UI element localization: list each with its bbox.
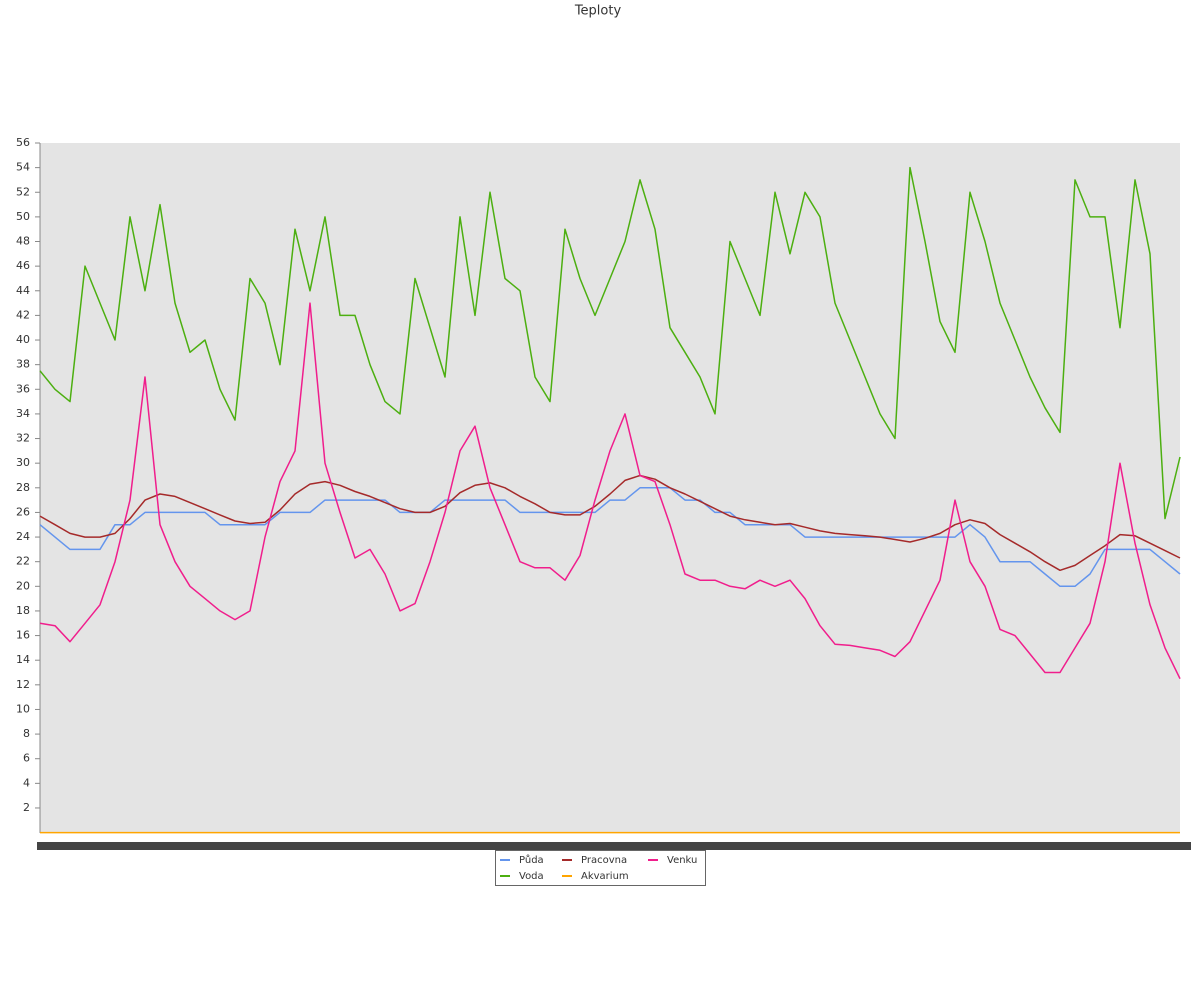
y-tick-label: 30 <box>16 456 30 469</box>
y-tick-label: 12 <box>16 678 30 691</box>
x-axis-labels <box>37 842 1191 850</box>
y-tick-label: 22 <box>16 555 30 568</box>
y-tick-label: 44 <box>16 284 30 297</box>
y-tick-label: 56 <box>16 136 30 149</box>
y-tick-label: 8 <box>23 727 30 740</box>
y-tick-label: 16 <box>16 629 30 642</box>
y-tick-label: 32 <box>16 432 30 445</box>
y-tick-label: 46 <box>16 259 30 272</box>
y-tick-label: 20 <box>16 579 30 592</box>
y-tick-label: 54 <box>16 161 30 174</box>
y-tick-label: 40 <box>16 333 30 346</box>
series-line <box>39 302 1181 680</box>
y-tick-label: 42 <box>16 308 30 321</box>
y-tick-label: 28 <box>16 481 30 494</box>
y-tick-label: 4 <box>23 776 30 789</box>
chart-title: Teploty <box>574 4 622 19</box>
plot-area <box>40 143 1180 833</box>
y-tick-label: 10 <box>16 702 30 715</box>
legend-label: Voda <box>519 871 544 882</box>
y-tick-label: 2 <box>23 801 30 814</box>
series-line <box>39 474 1181 572</box>
series-line <box>39 487 1181 588</box>
legend-label: Půda <box>519 854 544 866</box>
y-tick-label: 18 <box>16 604 30 617</box>
legend-label: Pracovna <box>581 855 627 866</box>
legend <box>495 850 706 886</box>
series-line <box>39 166 1181 520</box>
y-tick-label: 36 <box>16 382 30 395</box>
legend-label: Venku <box>667 855 697 866</box>
y-tick-label: 34 <box>16 407 30 420</box>
y-tick-label: 24 <box>16 530 30 543</box>
y-tick-label: 6 <box>23 752 30 765</box>
y-tick-label: 52 <box>16 185 30 198</box>
y-tick-label: 50 <box>16 210 30 223</box>
y-tick-label: 38 <box>16 358 30 371</box>
y-tick-label: 14 <box>16 653 30 666</box>
y-tick-label: 48 <box>16 235 30 248</box>
legend-label: Akvarium <box>581 871 629 882</box>
y-tick-label: 26 <box>16 505 30 518</box>
